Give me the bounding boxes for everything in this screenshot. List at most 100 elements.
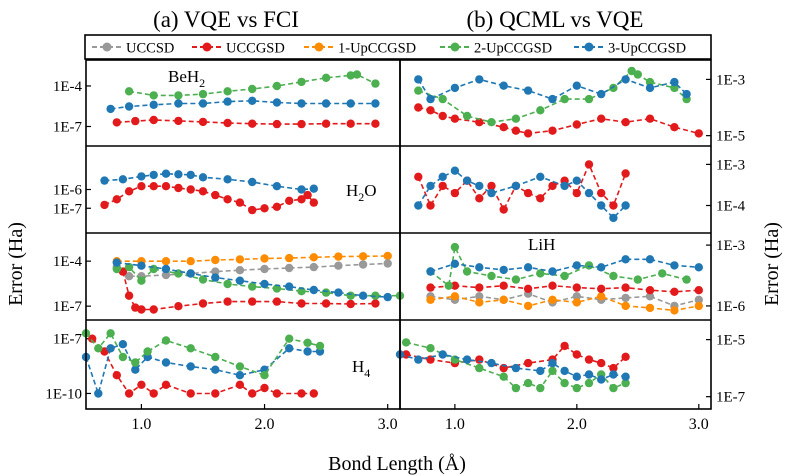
data-point [248, 96, 257, 106]
data-point [161, 358, 171, 367]
data-point [462, 267, 472, 276]
data-point [186, 185, 195, 194]
data-point [560, 94, 569, 104]
series-2-upccgsd [81, 329, 325, 380]
data-point [560, 181, 569, 191]
data-point [523, 358, 533, 368]
data-point [584, 94, 594, 104]
data-point [285, 196, 294, 205]
y-tick-label: 1E-6 [716, 299, 746, 315]
data-point [670, 261, 679, 270]
data-point [414, 75, 423, 84]
data-point [426, 201, 435, 210]
data-point [149, 305, 158, 314]
data-point [414, 201, 423, 210]
data-point [174, 91, 183, 100]
data-point [285, 344, 294, 353]
data-point [426, 94, 435, 104]
data-point [272, 284, 282, 293]
data-point [223, 175, 232, 184]
y-tick-label: 1E-4 [716, 198, 746, 214]
data-point [334, 252, 343, 261]
series-2-upccgsd [124, 70, 380, 100]
series-line [417, 162, 627, 212]
legend-label-1-upccgsd: 1-UpCCGSD [338, 41, 416, 57]
data-point [548, 366, 557, 376]
data-point [499, 281, 508, 290]
data-point [536, 383, 545, 393]
y-tick-label: 1E-7 [53, 299, 83, 315]
data-point [523, 301, 533, 311]
y-tick-label: 1E-7 [53, 119, 83, 135]
series-line [418, 106, 699, 135]
data-point [371, 119, 380, 128]
data-point [511, 126, 521, 135]
data-point [536, 194, 545, 203]
data-point [285, 334, 294, 343]
data-point [438, 350, 447, 359]
data-point [487, 358, 496, 368]
data-point [235, 266, 245, 275]
data-point [572, 292, 581, 301]
data-point [609, 201, 618, 210]
data-point [285, 282, 294, 291]
data-point [124, 87, 134, 96]
series-3-upccgsd [81, 340, 325, 398]
series-line [430, 284, 699, 293]
data-point [450, 281, 460, 290]
data-point [426, 295, 435, 304]
series-3-upccgsd [395, 350, 630, 384]
data-point [584, 378, 594, 388]
data-point [450, 242, 460, 252]
data-point [124, 389, 134, 398]
data-point [297, 77, 306, 87]
data-point [88, 334, 97, 343]
data-point [309, 262, 318, 272]
data-point [621, 293, 630, 303]
data-point [414, 172, 423, 181]
data-point [560, 378, 569, 388]
data-point [682, 275, 691, 284]
data-point [297, 185, 306, 194]
data-point [645, 286, 655, 295]
data-point [475, 298, 484, 307]
panel-a3: 1E-4 1E-7 [53, 251, 405, 321]
data-point [682, 89, 691, 99]
legend: UCCSD UCCGSD 1-UpCCGSD 2-UpCCGSD 3-UpCCG… [84, 34, 712, 60]
data-point [248, 297, 257, 306]
data-point [499, 205, 508, 214]
data-point [149, 264, 158, 274]
data-point [149, 170, 158, 180]
data-point [272, 297, 282, 306]
y-axis-label-right: Error (Ha) [761, 222, 783, 306]
data-point [149, 91, 158, 100]
data-point [118, 340, 128, 349]
data-point [352, 70, 362, 79]
data-point [321, 99, 331, 108]
data-point [609, 213, 618, 223]
series-3-upccgsd [414, 166, 630, 223]
x-tick-label: 1.0 [445, 416, 465, 433]
panel-b1: 1E-3 1E-5 [400, 66, 745, 147]
data-point [223, 118, 232, 128]
series-line [430, 295, 699, 312]
data-point [597, 375, 606, 384]
data-point [670, 77, 679, 87]
data-point [223, 297, 232, 306]
data-point [309, 285, 318, 295]
data-point [560, 271, 569, 281]
data-point [137, 261, 146, 270]
data-point [346, 71, 355, 80]
data-point [235, 276, 245, 285]
data-point [321, 288, 331, 297]
data-point [186, 170, 195, 180]
data-point [426, 344, 435, 353]
data-point [670, 83, 679, 93]
data-point [536, 269, 545, 278]
data-point [383, 259, 392, 268]
data-point [511, 383, 521, 393]
data-point [621, 255, 630, 264]
data-point [475, 194, 484, 203]
y-tick-label: 1E-7 [53, 332, 83, 348]
data-point [334, 288, 343, 297]
